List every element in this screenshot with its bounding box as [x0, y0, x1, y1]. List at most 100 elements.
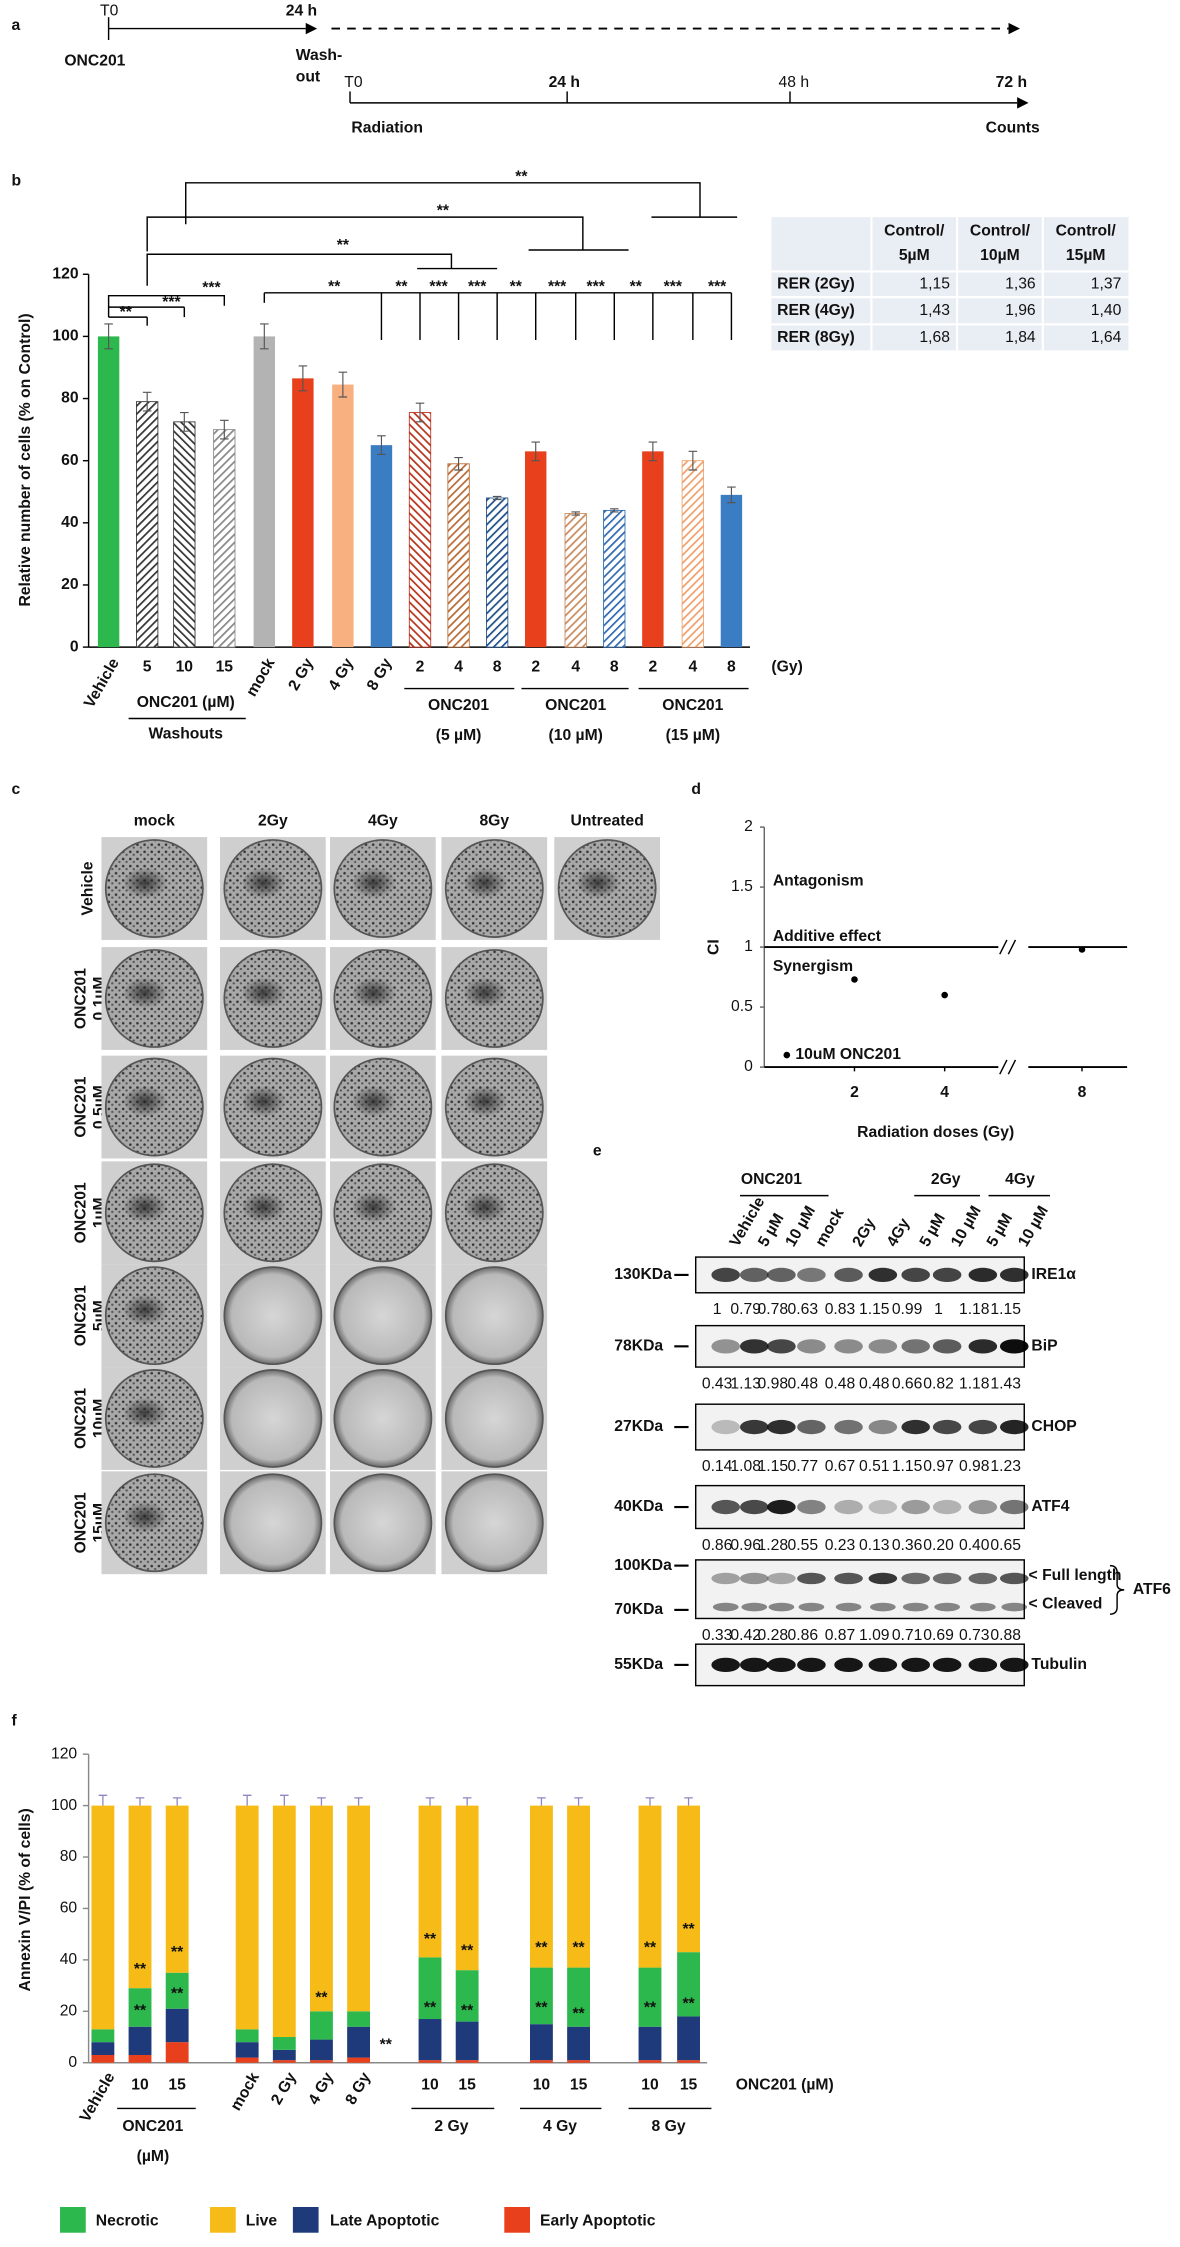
band: [711, 1339, 740, 1354]
band: [934, 1602, 960, 1612]
x-tick-label: 15: [680, 2077, 698, 2094]
bar-segment: [128, 2026, 152, 2056]
quantification: 1: [934, 1301, 943, 1318]
panel-letter: c: [11, 781, 20, 798]
group-label: 4 Gy: [543, 2118, 577, 2135]
well: [223, 1369, 323, 1468]
axis-break: [999, 1059, 1008, 1075]
x-tick-label: 2 Gy: [268, 2070, 300, 2108]
panel-letter: f: [11, 1712, 17, 1729]
group-label: (µM): [137, 2148, 170, 2165]
quantification: 1.15: [990, 1301, 1021, 1318]
point: [783, 1051, 791, 1059]
bar-segment: [272, 2060, 296, 2063]
bar-segment: [530, 2024, 553, 2061]
well: [223, 1473, 323, 1573]
error-bar: [104, 323, 113, 350]
protein-label: IRE1α: [1031, 1266, 1076, 1283]
label: 24 h: [549, 74, 580, 91]
band: [999, 1499, 1029, 1515]
y-tick-label: 100: [52, 328, 78, 345]
quantification: 1.15: [859, 1301, 890, 1318]
y-tick-label: 60: [61, 452, 79, 469]
band: [739, 1267, 769, 1283]
x-tick-label: 10: [421, 2077, 439, 2094]
table-row-header: RER (8Gy): [777, 329, 855, 346]
bar: [486, 497, 509, 648]
label: Radiation: [351, 120, 423, 137]
band: [741, 1602, 768, 1612]
bar: [525, 451, 547, 648]
x-tick-label: 4 Gy: [305, 2070, 337, 2108]
band: [797, 1419, 826, 1435]
error-bar: [684, 1797, 693, 1806]
bar: [253, 336, 276, 648]
legend-label: Live: [246, 2212, 278, 2229]
bar-segment: [455, 1970, 479, 2022]
marker-label: 40KDa: [614, 1498, 663, 1515]
label: 48 h: [779, 74, 810, 91]
band: [768, 1602, 795, 1612]
error-bar: [298, 365, 308, 392]
y-tick-label: 1: [744, 938, 753, 955]
label: 72 h: [996, 74, 1027, 91]
group-label: (10 µM): [549, 727, 603, 744]
band: [901, 1499, 930, 1515]
error-bar: [574, 1797, 583, 1806]
row-label: ONC201: [73, 1388, 90, 1449]
group-label: ONC201: [741, 1171, 802, 1188]
quantification: 1.43: [990, 1375, 1021, 1392]
band: [834, 1572, 863, 1585]
y-tick-label: 0: [744, 1058, 753, 1075]
significance: ***: [468, 278, 487, 295]
table-row-header: RER (2Gy): [777, 275, 855, 292]
column-header: Untreated: [570, 813, 643, 830]
significance: **: [134, 1961, 147, 1978]
table-header: 15µM: [1066, 247, 1106, 264]
error-bar: [727, 486, 736, 504]
column-header: mock: [134, 813, 175, 830]
x-tick-label: 10: [533, 2077, 551, 2094]
y-tick-label: 120: [51, 1745, 77, 1762]
bar-segment: [455, 2060, 479, 2063]
bar: [681, 460, 704, 648]
quantification: 0.98: [758, 1375, 789, 1392]
x-tick-label: 4: [571, 658, 580, 675]
x-tick-label: 15: [570, 2077, 588, 2094]
band: [868, 1572, 898, 1585]
quantification: 0.86: [788, 1627, 819, 1644]
band: [999, 1419, 1029, 1435]
band: [999, 1572, 1029, 1585]
x-tick-label: 4: [940, 1084, 949, 1101]
bar: [292, 378, 314, 648]
band: [739, 1419, 769, 1435]
row-label: ONC201: [73, 968, 90, 1029]
x-tick-label: 10: [131, 2077, 149, 2094]
significance: **: [535, 2000, 548, 2017]
bracket: [185, 182, 701, 225]
legend-label: Late Apoptotic: [330, 2212, 440, 2229]
band: [767, 1267, 796, 1283]
significance: **: [535, 1940, 548, 1957]
band: [869, 1602, 896, 1612]
band: [739, 1657, 769, 1673]
band: [739, 1339, 769, 1354]
bar-segment: [347, 2057, 371, 2063]
bar-segment: [530, 1805, 553, 1968]
x-tick-label: 4 Gy: [325, 655, 357, 693]
band: [797, 1499, 826, 1515]
colony-cluster: [464, 867, 511, 899]
quantification: 0.48: [788, 1375, 819, 1392]
significance: ***: [664, 278, 683, 295]
band: [767, 1499, 796, 1515]
band: [767, 1572, 796, 1585]
error-bar: [571, 511, 581, 516]
x-tick-label: 2: [648, 658, 657, 675]
x-tick-label: mock: [243, 655, 278, 699]
marker-label: 100KDa: [614, 1557, 672, 1574]
legend-swatch: [504, 2207, 531, 2233]
y-axis-title: CI: [705, 939, 722, 955]
y-tick-label: 0: [68, 2054, 77, 2071]
significance: **: [682, 1921, 695, 1938]
